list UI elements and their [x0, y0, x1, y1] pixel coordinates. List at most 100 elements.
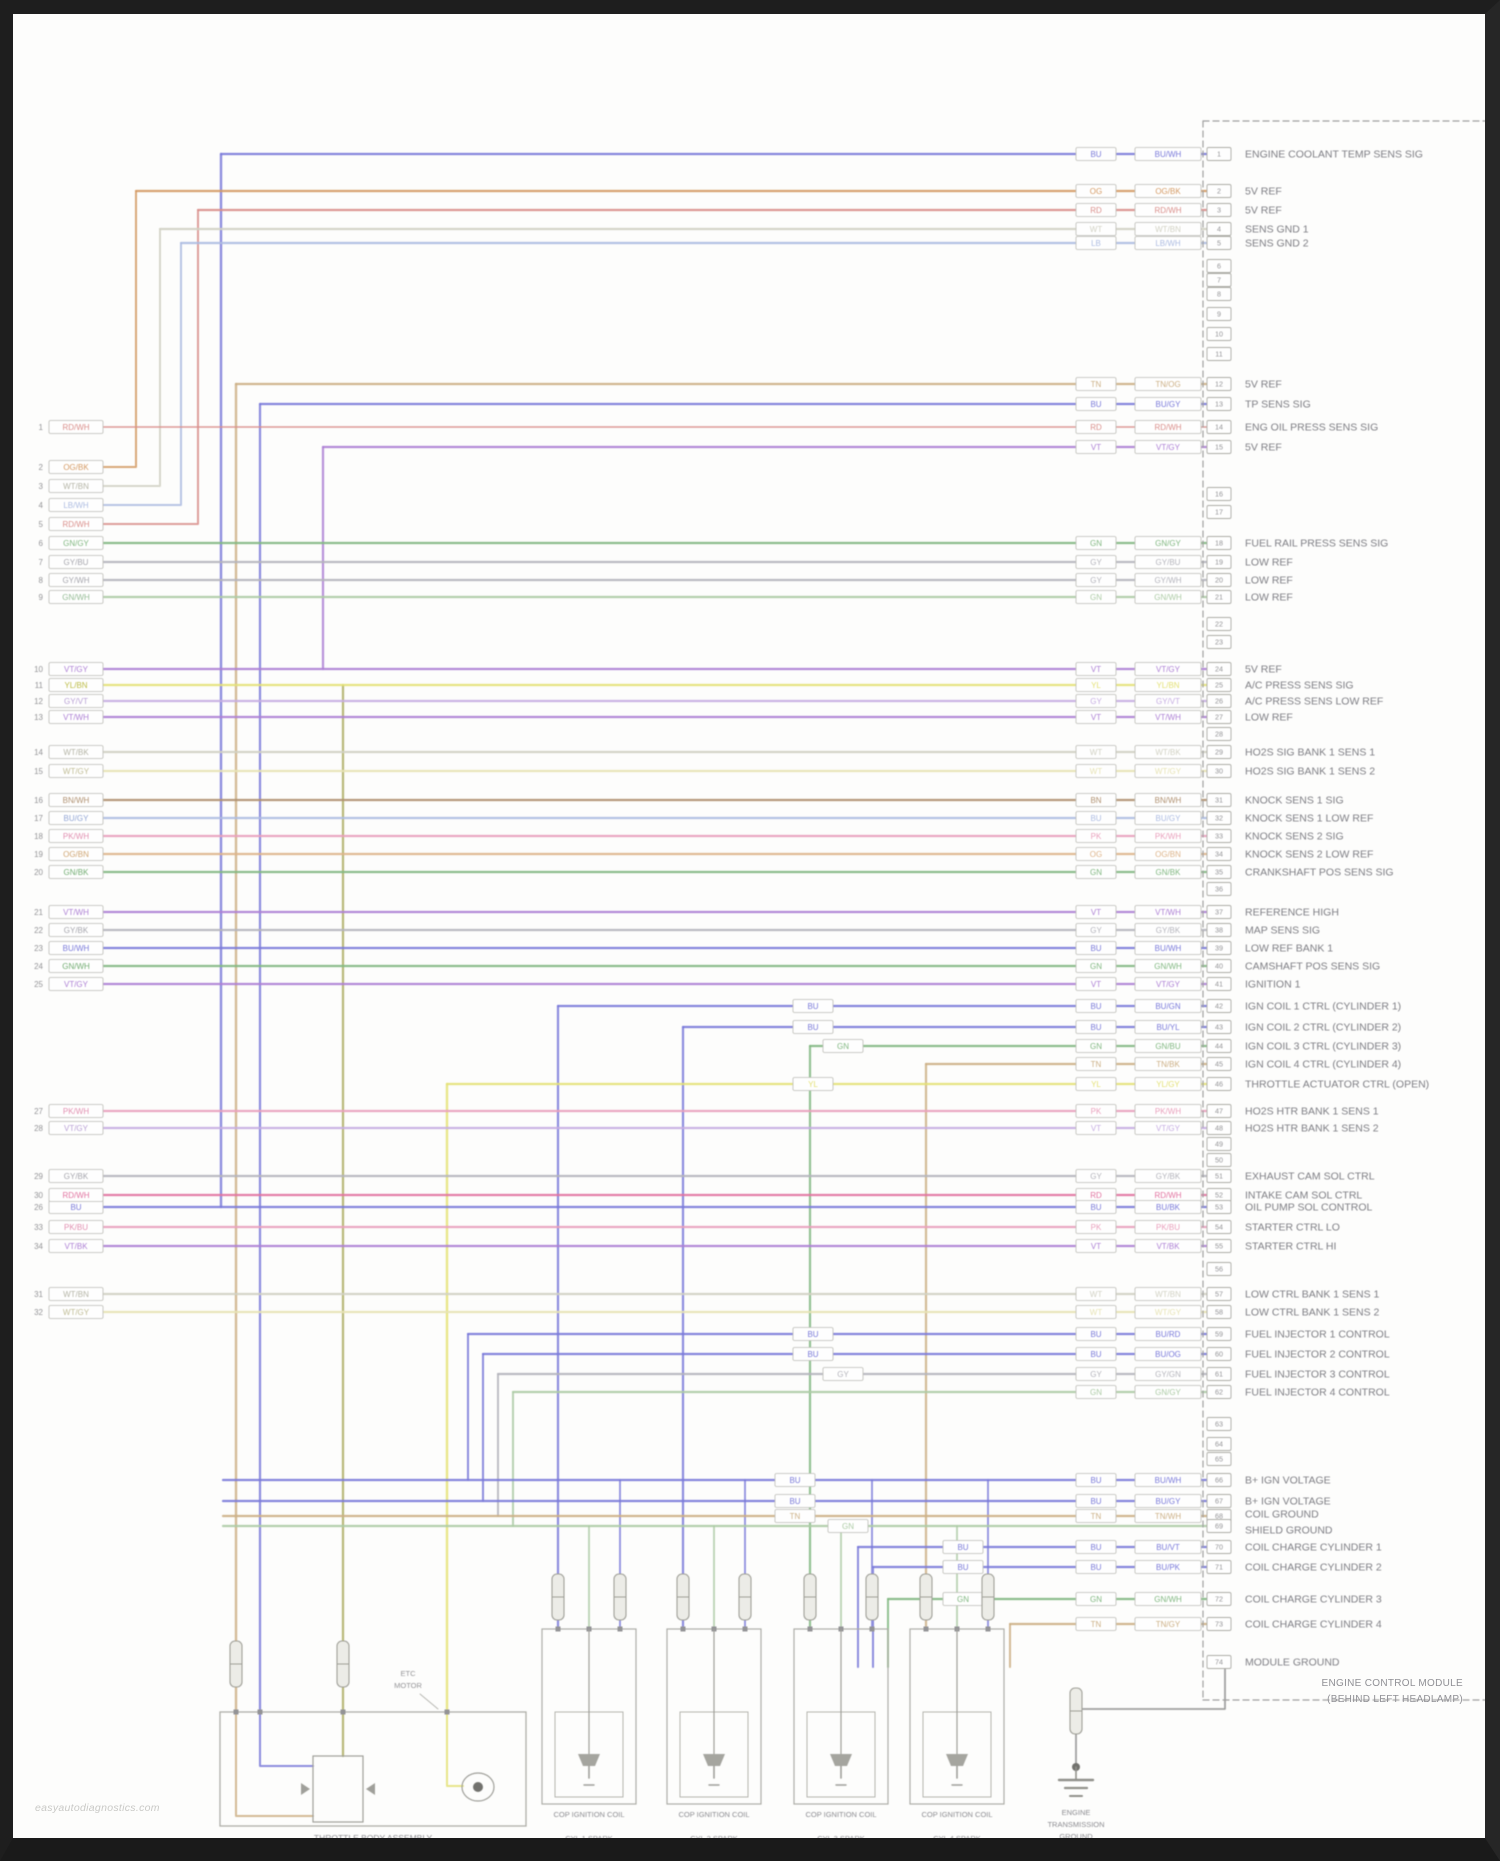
wire-code-chip-box: [1134, 1077, 1202, 1091]
connector-pin: 70: [1206, 1540, 1232, 1554]
connector-pin-number: 65: [1215, 1455, 1223, 1464]
spark-plug-cap-icon: [830, 1754, 852, 1766]
wire-code-chip: GY/BK: [1134, 923, 1202, 937]
connector-pin: 58: [1206, 1305, 1232, 1319]
left-pin-number: 27: [34, 1107, 43, 1116]
inline-connector-icon: [981, 1573, 995, 1621]
wire-code-chip: BU/WH: [1134, 941, 1202, 955]
wire-code-chip: BU/GN: [1134, 999, 1202, 1013]
wire-code-chip-text: VT: [1091, 1242, 1101, 1251]
wire-code-chip-box: [942, 1540, 984, 1554]
connector-pin-number: 60: [1215, 1350, 1223, 1359]
circuit-row: EXHAUST CAM SOL CTRL: [101, 1171, 1375, 1183]
connector-pin-number: 9: [1217, 310, 1221, 319]
connector-pin-box: [1206, 1169, 1232, 1183]
left-pin-code: WT/BN: [63, 482, 89, 491]
circuit-row: LOW REF: [101, 575, 1293, 587]
circuit-label: COIL CHARGE CYLINDER 2: [1245, 1562, 1382, 1574]
wire-code-chip-box: [1075, 694, 1117, 708]
connector-pin-number: 55: [1215, 1242, 1223, 1251]
connector-pin-box: [1206, 1239, 1232, 1253]
connector-pin-box: [1206, 1417, 1232, 1431]
circuit-label: FUEL INJECTOR 2 CONTROL: [1245, 1349, 1390, 1361]
left-pin-code: PK/WH: [63, 1107, 89, 1116]
wire-code-chip-box: [1075, 590, 1117, 604]
wire-code-chip-text: TN/OG: [1155, 380, 1180, 389]
connector-pin-number: 10: [1215, 330, 1223, 339]
left-pin: 10 VT/GY: [34, 662, 104, 676]
wire-code-chip-text: PK: [1091, 832, 1102, 841]
connector-pin: 15: [1206, 440, 1232, 454]
left-pin-chip-box: [48, 694, 104, 708]
circuit-label: MODULE GROUND: [1245, 1657, 1340, 1669]
wire-code-chip: RD/WH: [1134, 1188, 1202, 1202]
left-pin: 30 RD/WH: [34, 1188, 104, 1202]
wire-code-chip-text: GY/VT: [1156, 697, 1180, 706]
left-pin-chip-box: [48, 555, 104, 569]
left-pin-number: 5: [39, 520, 44, 529]
wire-code-chip-text: GY: [1090, 697, 1102, 706]
wire-code-chip-box: [1134, 923, 1202, 937]
circuit-row: CRANKSHAFT POS SENS SIG: [101, 867, 1394, 879]
wire: [1075, 1667, 1226, 1765]
wire: [102, 228, 161, 487]
wire-code-chip: VT: [1075, 905, 1117, 919]
left-pin-chip-box: [48, 923, 104, 937]
connector-pin-number: 24: [1215, 665, 1223, 674]
plug-label-line2: PLUG: [579, 1846, 600, 1855]
wire-code-chip-text: BU: [1090, 1203, 1101, 1212]
circuit-label: FUEL INJECTOR 1 CONTROL: [1245, 1329, 1390, 1341]
connector-pin-box: [1206, 1327, 1232, 1341]
connector-pin-number: 52: [1215, 1191, 1223, 1200]
wire-code-chip-text: TN/BK: [1156, 1060, 1180, 1069]
wire-code-chip-text: VT: [1091, 713, 1101, 722]
connector-pin-number: 66: [1215, 1476, 1223, 1485]
wire-code-chip-box: [1075, 1305, 1117, 1319]
left-pin: 18 PK/WH: [34, 829, 104, 843]
connector-pin: 19: [1206, 555, 1232, 569]
wire-code-chip-text: VT/BK: [1156, 1242, 1180, 1251]
wire-code-chip: GN: [1075, 536, 1117, 550]
circuit-row: 5V REF: [321, 442, 1282, 454]
wire-code-chip-text: GN: [837, 1042, 849, 1051]
left-pin-code: BU/GY: [64, 814, 90, 823]
wire-code-chip-box: [1075, 203, 1117, 217]
wire-code-chip: BU: [792, 999, 834, 1013]
connector-pin: 21: [1206, 590, 1232, 604]
wire-code-chip-text: TN: [1091, 1620, 1102, 1629]
connector-pin-box: [1206, 236, 1232, 250]
connector-pin-box: [1206, 727, 1232, 741]
wire-code-chip-text: WT: [1090, 767, 1103, 776]
left-pin-number: 3: [39, 482, 44, 491]
wire-code-chip-box: [1075, 440, 1117, 454]
wire-code-chip-box: [1075, 745, 1117, 759]
circuit-label: COIL GROUND: [1245, 1509, 1319, 1521]
left-pin-chip-box: [48, 959, 104, 973]
circuit-row: COIL GROUND: [221, 1509, 1319, 1521]
connector-pin-box: [1206, 573, 1232, 587]
connector-pin-number: 74: [1215, 1658, 1223, 1667]
connector-pin-number: 4: [1217, 225, 1221, 234]
spark-plug-cap-icon: [578, 1754, 600, 1766]
circuit-row: KNOCK SENS 1 LOW REF: [101, 813, 1373, 825]
left-pin: 24 GN/WH: [34, 959, 104, 973]
motor-dot-icon: [473, 1782, 483, 1792]
left-pin-code: BU: [70, 1203, 81, 1212]
left-pin-chip-box: [48, 793, 104, 807]
coil-pin: [617, 1626, 623, 1632]
wire-code-chip-text: GN: [1090, 868, 1102, 877]
inline-connector-icon: [1069, 1687, 1083, 1735]
connector-pin: 64: [1206, 1437, 1232, 1451]
circuit-row: FUEL RAIL PRESS SENS SIG: [101, 538, 1388, 550]
coil-pin: [807, 1626, 813, 1632]
left-pin-chip-box: [48, 479, 104, 493]
circuit-row: LOW CTRL BANK 1 SENS 2: [101, 1307, 1380, 1319]
wire-code-chip-box: [1134, 1220, 1202, 1234]
connector-pin-number: 3: [1217, 206, 1221, 215]
wire-code-chip: GN: [1075, 1385, 1117, 1399]
wire-code-chip-box: [1134, 1305, 1202, 1319]
left-pin-number: 24: [34, 962, 43, 971]
wire-code-chip-box: [1134, 1509, 1202, 1523]
circuit-label: FUEL INJECTOR 4 CONTROL: [1245, 1387, 1390, 1399]
left-pin: 27 PK/WH: [34, 1104, 104, 1118]
